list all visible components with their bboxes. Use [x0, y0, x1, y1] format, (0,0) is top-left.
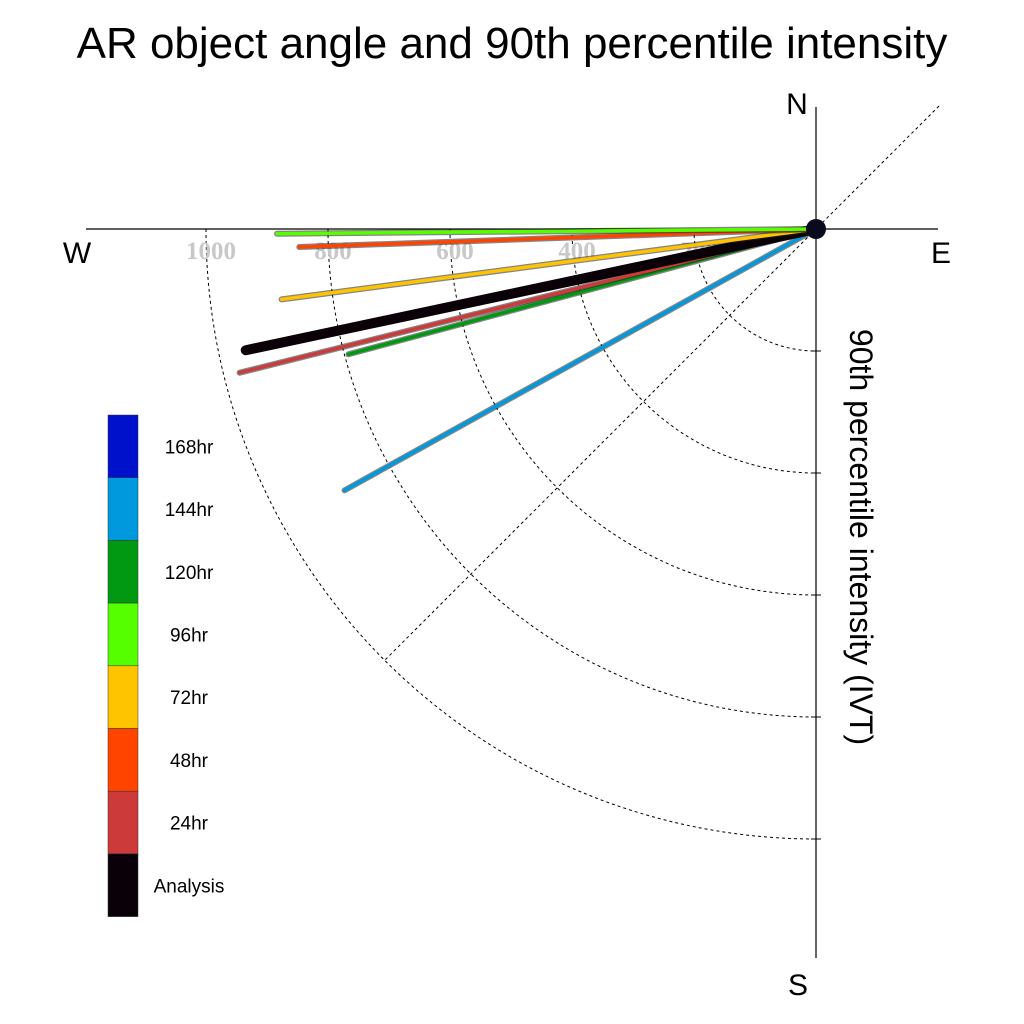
compass-west-label: W [63, 237, 92, 270]
series-line-72hr [279, 227, 818, 302]
radial-tick-label: 1000 [186, 238, 236, 265]
series-line-144hr [342, 227, 818, 493]
radial-grid-ring [449, 228, 817, 596]
series-layer [236, 224, 821, 494]
legend-label: 96hr [170, 625, 209, 646]
series-line-analysis [240, 224, 821, 356]
legend-swatch [107, 602, 139, 667]
chart-title: AR object angle and 90th percentile inte… [77, 19, 948, 68]
legend-swatch [107, 728, 139, 792]
legend-label: 168hr [165, 437, 214, 458]
series-line-96hr [275, 227, 818, 236]
legend-label: 144hr [165, 500, 214, 521]
legend-label: 120hr [165, 563, 214, 584]
legend-swatch [107, 790, 139, 855]
legend-swatch [107, 665, 139, 729]
legend-swatch [107, 477, 139, 541]
compass-south-label: S [788, 969, 808, 1002]
compass-north-label: N [786, 88, 808, 121]
diagonal-grid-line [384, 105, 940, 661]
legend-swatch [107, 853, 139, 917]
legend-label: 48hr [170, 751, 209, 772]
legend: 168hr 144hr 120hr 96hr 72hr 48hr 24hr Analysis [107, 414, 225, 917]
origin-marker [806, 219, 826, 239]
legend-label: 24hr [170, 814, 209, 835]
radial-tick-label: 800 [314, 238, 352, 265]
legend-label: Analysis [154, 876, 225, 897]
legend-swatch [107, 540, 139, 604]
radial-grid-ring [205, 228, 817, 840]
y-axis-label: 90th percentile intensity (IVT) [843, 329, 879, 745]
radial-grid-ring [327, 228, 817, 718]
grid-layer [205, 105, 940, 840]
radial-grid-ring [571, 228, 817, 474]
legend-label: 72hr [170, 688, 209, 709]
legend-swatch [107, 414, 139, 478]
compass-east-label: E [931, 237, 951, 270]
